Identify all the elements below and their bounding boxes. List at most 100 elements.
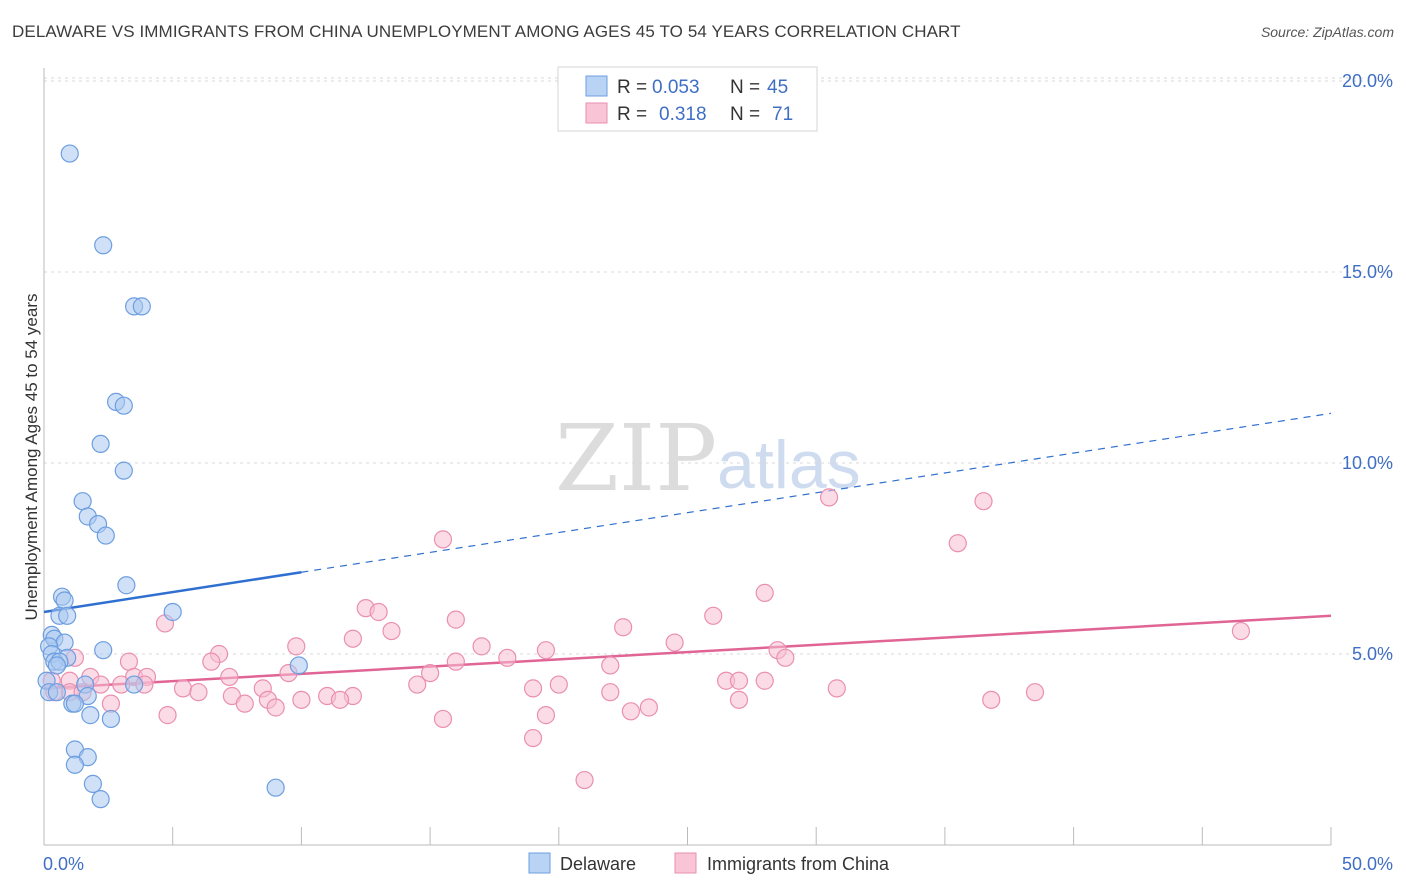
legend-r-label-china: R = <box>617 104 647 125</box>
point-china <box>536 641 556 660</box>
legend-n-label-delaware: N = <box>730 77 760 98</box>
point-china <box>158 706 177 725</box>
point-china <box>382 621 401 641</box>
point-china <box>948 534 967 553</box>
point-china <box>614 618 633 637</box>
point-china <box>408 675 427 694</box>
point-delaware <box>94 236 113 255</box>
point-china <box>101 694 121 713</box>
y-tick-label: 15.0% <box>1342 262 1393 282</box>
watermark-zip: ZIP <box>555 405 717 512</box>
point-delaware <box>91 434 110 453</box>
point-china <box>173 679 193 698</box>
point-delaware <box>101 709 121 729</box>
series-legend: Delaware Immigrants from China <box>528 852 890 874</box>
series-label-china: Immigrants from China <box>707 854 890 874</box>
y-tick-label: 5.0% <box>1352 644 1393 664</box>
point-china <box>729 671 749 690</box>
watermark-atlas: atlas <box>717 427 861 503</box>
x-tick-label-max: 50.0% <box>1342 854 1393 874</box>
chart-title: DELAWARE VS IMMIGRANTS FROM CHINA UNEMPL… <box>12 22 961 41</box>
point-china <box>819 488 839 507</box>
point-china <box>575 770 594 790</box>
point-china <box>446 652 465 671</box>
y-tick-label: 20.0% <box>1342 71 1393 91</box>
point-china <box>621 702 640 721</box>
point-china <box>982 690 1001 709</box>
series-swatch-china <box>674 852 697 874</box>
point-delaware <box>117 576 136 595</box>
y-tick-label: 10.0% <box>1342 453 1393 473</box>
legend-n-value-china: 71 <box>772 104 793 125</box>
point-china <box>292 690 311 709</box>
point-delaware <box>94 641 113 660</box>
legend-r-value-delaware: 0.053 <box>652 77 700 98</box>
point-delaware <box>60 144 79 163</box>
point-delaware <box>47 656 66 675</box>
gridlines <box>44 77 1392 655</box>
point-delaware <box>73 492 92 511</box>
point-china <box>287 637 306 656</box>
legend-swatch-delaware <box>585 75 608 97</box>
point-china <box>446 610 465 629</box>
x-tick-label-min: 0.0% <box>43 854 84 874</box>
point-delaware <box>81 706 100 725</box>
point-china <box>235 694 254 713</box>
watermark: ZIP atlas <box>555 405 861 512</box>
point-china <box>974 492 993 511</box>
point-delaware <box>47 683 66 702</box>
point-china <box>119 652 139 671</box>
point-china <box>1231 621 1251 641</box>
point-china <box>202 652 221 671</box>
trend-line-china <box>43 614 1332 690</box>
point-china <box>498 648 517 667</box>
trend-line-delaware-dashed <box>301 412 1332 573</box>
point-china <box>601 683 620 702</box>
point-delaware <box>55 591 74 610</box>
point-china <box>665 633 684 652</box>
point-delaware <box>163 602 182 622</box>
point-china <box>369 602 388 622</box>
series-swatch-delaware <box>528 852 551 874</box>
point-china <box>827 679 846 698</box>
point-delaware <box>124 675 144 694</box>
point-delaware <box>83 774 103 793</box>
point-china <box>523 728 543 748</box>
point-delaware <box>58 606 77 625</box>
point-delaware <box>65 694 84 713</box>
point-delaware <box>96 526 115 545</box>
axes <box>43 68 1332 846</box>
point-china <box>421 663 440 683</box>
legend-n-value-delaware: 45 <box>767 77 788 98</box>
legend-swatch-china <box>585 102 608 124</box>
y-axis-label: Unemployment Among Ages 45 to 54 years <box>22 294 41 621</box>
source-credit: Source: ZipAtlas.com <box>1260 24 1394 40</box>
y-tick-labels: 5.0% 10.0% 15.0% 20.0% <box>1342 71 1393 664</box>
point-china <box>755 671 774 690</box>
point-delaware <box>91 790 110 809</box>
trend-line-delaware-solid <box>43 571 302 614</box>
point-china <box>755 583 774 602</box>
point-china <box>266 698 285 717</box>
point-delaware <box>132 297 151 316</box>
point-china <box>220 667 239 687</box>
point-china <box>189 683 208 702</box>
point-china <box>601 656 620 675</box>
point-delaware <box>65 755 84 774</box>
point-china <box>1025 683 1045 702</box>
point-china <box>523 679 543 698</box>
point-china <box>549 675 568 694</box>
point-china <box>536 706 556 725</box>
legend-n-label-china: N = <box>730 104 760 125</box>
point-china <box>343 629 362 648</box>
point-delaware <box>266 778 285 797</box>
legend-r-value-china: 0.318 <box>659 104 707 125</box>
point-china <box>729 690 749 709</box>
legend-r-label-delaware: R = <box>617 77 647 98</box>
point-china <box>639 698 658 717</box>
correlation-legend: R = 0.053 N = 45 R = 0.318 N = 71 <box>557 66 818 132</box>
point-china <box>433 530 453 549</box>
point-china <box>776 648 795 667</box>
point-china <box>330 690 350 709</box>
